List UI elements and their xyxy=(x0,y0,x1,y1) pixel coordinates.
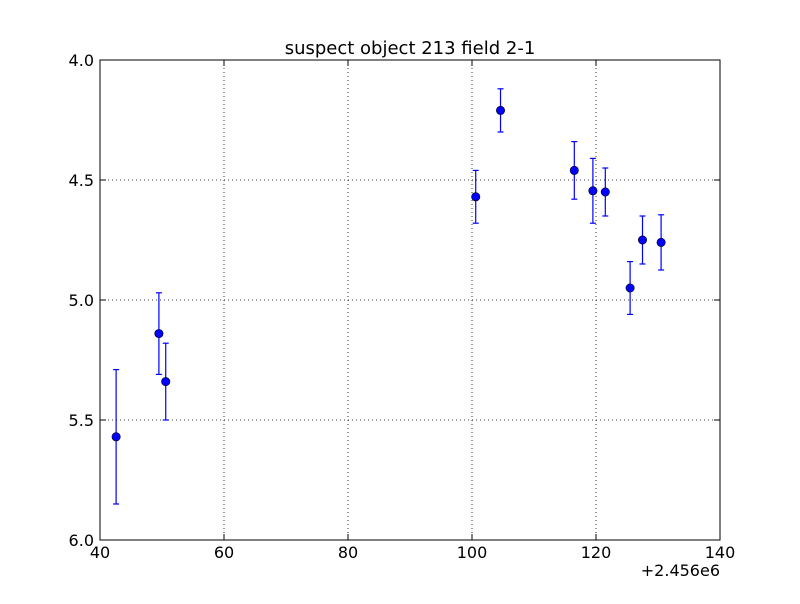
data-point xyxy=(471,192,481,202)
x-tick-label: 80 xyxy=(338,543,358,562)
grid-lines xyxy=(100,60,720,540)
x-tick-label: 140 xyxy=(705,543,736,562)
y-tick-label: 5.5 xyxy=(69,411,94,430)
data-point xyxy=(496,105,506,115)
axis-ticks xyxy=(99,59,721,541)
data-point xyxy=(637,235,647,245)
y-tick-label: 5.0 xyxy=(69,291,94,310)
x-axis-offset-label: +2.456e6 xyxy=(641,561,720,580)
data-point xyxy=(569,165,579,175)
x-tick-label: 100 xyxy=(457,543,488,562)
x-axis-tick-labels: 40 60 80 100 120 140 xyxy=(90,543,735,562)
data-point xyxy=(656,237,666,247)
data-point xyxy=(161,377,171,387)
data-point xyxy=(625,283,635,293)
data-point xyxy=(600,187,610,197)
data-point xyxy=(111,432,121,442)
y-tick-label: 4.5 xyxy=(69,171,94,190)
x-tick-label: 120 xyxy=(581,543,612,562)
y-tick-label: 4.0 xyxy=(69,51,94,70)
data-point xyxy=(154,329,164,339)
data-points xyxy=(111,105,666,442)
data-point xyxy=(588,186,598,196)
chart-title: suspect object 213 field 2-1 xyxy=(285,38,536,59)
y-axis-tick-labels: 4.0 4.5 5.0 5.5 6.0 xyxy=(69,51,94,550)
x-tick-label: 40 xyxy=(90,543,110,562)
y-tick-label: 6.0 xyxy=(69,531,94,550)
x-tick-label: 60 xyxy=(214,543,234,562)
